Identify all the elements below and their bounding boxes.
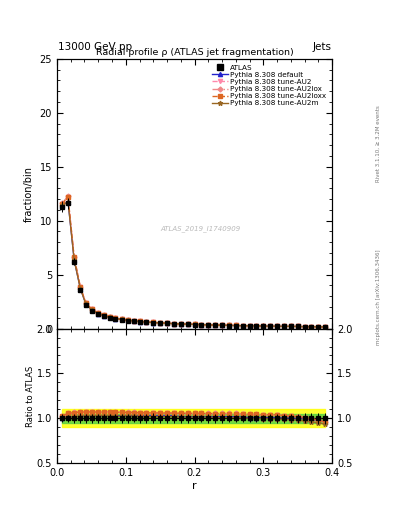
Y-axis label: fraction/bin: fraction/bin <box>24 166 34 222</box>
Text: ATLAS_2019_I1740909: ATLAS_2019_I1740909 <box>160 225 240 232</box>
Text: Rivet 3.1.10, ≥ 3.2M events: Rivet 3.1.10, ≥ 3.2M events <box>376 105 380 182</box>
Text: Jets: Jets <box>312 42 331 52</box>
Y-axis label: Ratio to ATLAS: Ratio to ATLAS <box>26 366 35 426</box>
Title: Radial profile ρ (ATLAS jet fragmentation): Radial profile ρ (ATLAS jet fragmentatio… <box>95 48 294 57</box>
X-axis label: r: r <box>192 481 197 491</box>
Text: 13000 GeV pp: 13000 GeV pp <box>58 42 132 52</box>
Text: mcplots.cern.ch [arXiv:1306.3436]: mcplots.cern.ch [arXiv:1306.3436] <box>376 249 380 345</box>
Legend: ATLAS, Pythia 8.308 default, Pythia 8.308 tune-AU2, Pythia 8.308 tune-AU2lox, Py: ATLAS, Pythia 8.308 default, Pythia 8.30… <box>210 62 329 109</box>
